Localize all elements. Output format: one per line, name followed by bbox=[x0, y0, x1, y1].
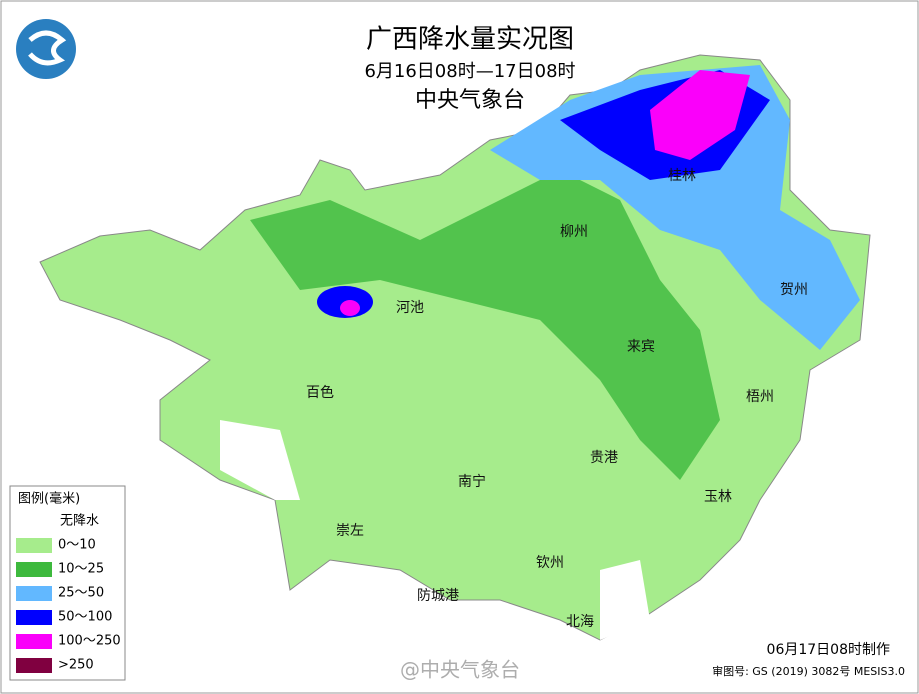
legend-swatch bbox=[16, 514, 52, 529]
legend: 图例(毫米) 无降水 0～10 10～25 25～50 50～100 100～250 >25… bbox=[9, 485, 126, 681]
city-label: 贺州 bbox=[780, 282, 808, 298]
made-time: 06月17日08时制作 bbox=[767, 642, 890, 658]
legend-swatch bbox=[16, 538, 52, 553]
title: 广西降水量实况图 bbox=[366, 25, 574, 55]
zone-none bbox=[220, 420, 300, 500]
legend-swatch bbox=[16, 658, 52, 673]
zone-100-250 bbox=[340, 300, 360, 316]
agency: 中央气象台 bbox=[415, 88, 525, 113]
city-label: 南宁 bbox=[458, 473, 486, 490]
city-label: 河池 bbox=[396, 300, 424, 316]
zone-100-250 bbox=[650, 70, 750, 160]
logo-mark bbox=[28, 30, 67, 66]
city-label: 百色 bbox=[306, 384, 334, 401]
city-label: 来宾 bbox=[627, 339, 655, 355]
legend-swatch bbox=[16, 562, 52, 577]
legend-label: 50～100 bbox=[58, 610, 112, 625]
region bbox=[39, 54, 871, 641]
city-label: 柳州 bbox=[560, 223, 588, 240]
legend-title: 图例(毫米) bbox=[18, 491, 80, 507]
subtitle: 6月16日08时—17日08时 bbox=[364, 61, 575, 82]
legend-label: 100～250 bbox=[58, 634, 121, 649]
legend-swatch bbox=[16, 634, 52, 649]
city-label: 桂林 bbox=[668, 168, 696, 184]
legend-swatch bbox=[16, 586, 52, 601]
city-label: 贵港 bbox=[590, 450, 618, 466]
legend-label: 无降水 bbox=[60, 514, 99, 529]
logo bbox=[16, 19, 76, 79]
watermark: @中央气象台 bbox=[400, 658, 520, 682]
city-label: 防城港 bbox=[417, 588, 459, 604]
legend-label: >250 bbox=[58, 658, 94, 673]
city-label: 玉林 bbox=[704, 489, 732, 505]
legend-label: 10～25 bbox=[58, 562, 104, 577]
zone-10-25 bbox=[250, 170, 720, 480]
legend-label: 25～50 bbox=[58, 586, 104, 601]
city-label: 梧州 bbox=[746, 389, 774, 405]
city-label: 北海 bbox=[566, 614, 594, 630]
city-label: 崇左 bbox=[336, 523, 364, 539]
zone-none bbox=[600, 560, 650, 640]
legend-label: 0～10 bbox=[58, 538, 96, 553]
approval: 审图号: GS (2019) 3082号 MESIS3.0 bbox=[712, 664, 905, 678]
legend-swatch bbox=[16, 610, 52, 625]
city-label: 钦州 bbox=[536, 555, 564, 571]
